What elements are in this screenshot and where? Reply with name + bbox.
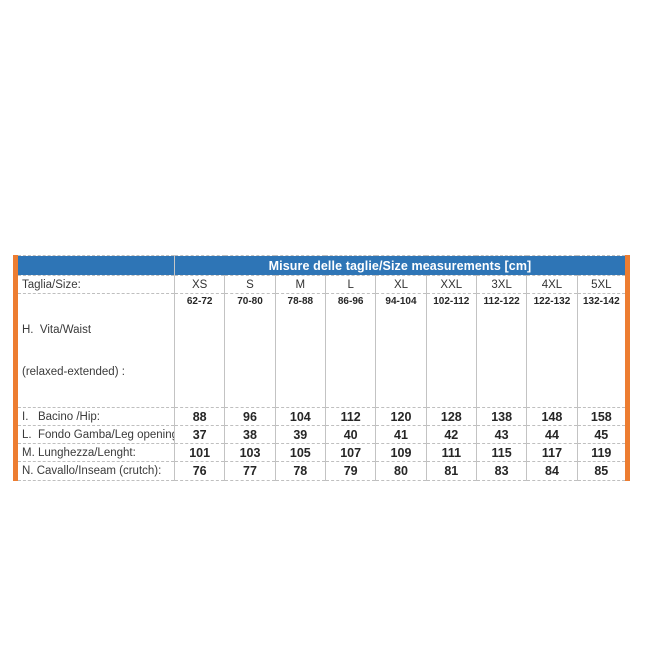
row-label-size: Taglia/Size: <box>15 275 175 294</box>
leg-opening-value-cell: 44 <box>526 425 578 444</box>
length-value-cell: 105 <box>274 443 326 462</box>
waist-label-line1: H. Vita/Waist <box>22 324 92 336</box>
size-chart-table: Misure delle taglie/Size measurements [c… <box>13 255 630 481</box>
row-label-length: M. Lunghezza/Lenght: <box>15 443 175 462</box>
row-label-waist: H. Vita/Waist (relaxed-extended) : <box>15 293 175 408</box>
table-title: Misure delle taglie/Size measurements [c… <box>174 255 628 276</box>
inseam-value-cell: 85 <box>576 461 628 481</box>
length-value-cell: 107 <box>324 443 376 462</box>
waist-range-cell: 94-104 <box>375 293 427 408</box>
hip-value-cell: 104 <box>274 407 326 426</box>
inseam-value-cell: 84 <box>526 461 578 481</box>
length-value-cell: 115 <box>475 443 527 462</box>
waist-range-cell: 112-122 <box>475 293 527 408</box>
leg-opening-value-cell: 40 <box>324 425 376 444</box>
length-value-cell: 117 <box>526 443 578 462</box>
leg-opening-row: L. Fondo Gamba/Leg opening: 37 38 39 40 … <box>15 425 628 444</box>
inseam-value-cell: 80 <box>375 461 427 481</box>
size-header-row: Taglia/Size: XS S M L XL XXL 3XL 4XL 5XL <box>15 275 628 294</box>
waist-range-cell: 132-142 <box>576 293 628 408</box>
hip-value-cell: 88 <box>173 407 225 426</box>
size-header-5xl: 5XL <box>576 275 628 294</box>
hip-value-cell: 138 <box>475 407 527 426</box>
waist-range-cell: 122-132 <box>526 293 578 408</box>
hip-row: I. Bacino /Hip: 88 96 104 112 120 128 13… <box>15 407 628 426</box>
leg-opening-value-cell: 37 <box>173 425 225 444</box>
inseam-value-cell: 78 <box>274 461 326 481</box>
length-value-cell: 119 <box>576 443 628 462</box>
hip-value-cell: 148 <box>526 407 578 426</box>
length-value-cell: 109 <box>375 443 427 462</box>
waist-range-cell: 70-80 <box>224 293 276 408</box>
size-header-xs: XS <box>173 275 225 294</box>
inseam-value-cell: 81 <box>425 461 477 481</box>
leg-opening-value-cell: 45 <box>576 425 628 444</box>
hip-value-cell: 96 <box>224 407 276 426</box>
table-header-row: Misure delle taglie/Size measurements [c… <box>15 255 628 276</box>
hip-value-cell: 158 <box>576 407 628 426</box>
row-label-leg-opening: L. Fondo Gamba/Leg opening: <box>15 425 175 444</box>
size-header-4xl: 4XL <box>526 275 578 294</box>
inseam-value-cell: 77 <box>224 461 276 481</box>
leg-opening-value-cell: 41 <box>375 425 427 444</box>
length-row: M. Lunghezza/Lenght: 101 103 105 107 109… <box>15 443 628 462</box>
hip-value-cell: 112 <box>324 407 376 426</box>
length-value-cell: 103 <box>224 443 276 462</box>
leg-opening-value-cell: 42 <box>425 425 477 444</box>
size-header-3xl: 3XL <box>475 275 527 294</box>
hip-value-cell: 120 <box>375 407 427 426</box>
row-label-hip: I. Bacino /Hip: <box>15 407 175 426</box>
inseam-row: N. Cavallo/Inseam (crutch): 76 77 78 79 … <box>15 461 628 481</box>
inseam-value-cell: 79 <box>324 461 376 481</box>
waist-range-cell: 102-112 <box>425 293 477 408</box>
waist-label-line2: (relaxed-extended) : <box>22 366 125 378</box>
length-value-cell: 101 <box>173 443 225 462</box>
inseam-value-cell: 76 <box>173 461 225 481</box>
table-header-spacer <box>15 255 175 276</box>
size-header-m: M <box>274 275 326 294</box>
inseam-value-cell: 83 <box>475 461 527 481</box>
size-header-xl: XL <box>375 275 427 294</box>
leg-opening-value-cell: 43 <box>475 425 527 444</box>
size-header-l: L <box>324 275 376 294</box>
length-value-cell: 111 <box>425 443 477 462</box>
waist-range-cell: 78-88 <box>274 293 326 408</box>
waist-range-cell: 62-72 <box>173 293 225 408</box>
row-label-inseam: N. Cavallo/Inseam (crutch): <box>15 461 175 481</box>
waist-range-cell: 86-96 <box>324 293 376 408</box>
size-header-s: S <box>224 275 276 294</box>
leg-opening-value-cell: 38 <box>224 425 276 444</box>
hip-value-cell: 128 <box>425 407 477 426</box>
size-header-xxl: XXL <box>425 275 477 294</box>
waist-row: H. Vita/Waist (relaxed-extended) : 62-72… <box>15 293 628 408</box>
leg-opening-value-cell: 39 <box>274 425 326 444</box>
